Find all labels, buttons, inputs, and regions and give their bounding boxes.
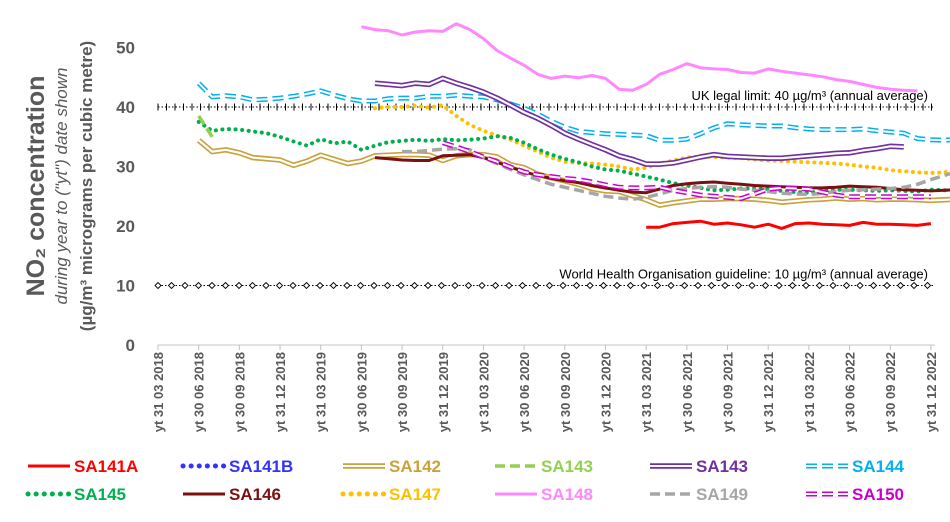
x-tick-label: yt 30 09 2019 xyxy=(395,352,410,432)
series-line xyxy=(442,141,931,200)
legend-label: SA147 xyxy=(389,485,441,504)
legend-label: SA149 xyxy=(696,485,748,504)
legend-item-sa141b-1: SA141B xyxy=(180,457,293,476)
x-tick-label: yt 31 03 2018 xyxy=(151,352,166,432)
x-tick-label: yt 31 03 2021 xyxy=(639,352,654,432)
legend-item-sa143-4: SA143 xyxy=(650,457,748,476)
legend-item-sa149-10: SA149 xyxy=(650,485,748,504)
series-line xyxy=(374,77,904,166)
series-sa144-5 xyxy=(196,81,950,143)
series-line xyxy=(646,219,932,230)
legend-item-sa146-7: SA146 xyxy=(183,485,281,504)
legend-label: SA150 xyxy=(852,485,904,504)
series-sa142-2 xyxy=(196,138,950,208)
series-sa141a-0 xyxy=(646,219,932,230)
y-axis-title-sub: during year to ("yt") date shown xyxy=(52,68,71,305)
y-tick-label: 0 xyxy=(126,336,135,355)
legend-label: SA143 xyxy=(696,457,748,476)
legend-item-sa145-6: SA145 xyxy=(25,485,126,504)
legend-item-sa143-3: SA143 xyxy=(495,457,593,476)
who-guideline-line: World Health Organisation guideline: 10 … xyxy=(154,267,935,290)
legend-label: SA141B xyxy=(229,457,293,476)
x-tick-label: yt 31 12 2018 xyxy=(273,352,288,432)
series-line xyxy=(197,82,950,142)
x-tick-label: yt 30 09 2021 xyxy=(721,352,736,432)
y-axis-title-main: NO₂ concentration xyxy=(22,76,50,297)
y-tick-label: 20 xyxy=(116,217,135,236)
y-axis-ticks: 0 10 20 30 40 50 xyxy=(116,39,135,356)
x-tick-label: yt 31 12 2019 xyxy=(436,352,451,432)
series-layer xyxy=(196,22,950,230)
legend-label: SA143 xyxy=(541,457,593,476)
series-line xyxy=(196,119,950,195)
y-tick-label: 40 xyxy=(116,98,135,117)
x-tick-label: yt 31 03 2020 xyxy=(476,352,491,432)
x-tick-label: yt 31 12 2021 xyxy=(761,352,776,432)
x-tick-label: yt 30 06 2020 xyxy=(517,352,532,432)
x-tick-label: yt 31 03 2022 xyxy=(802,352,817,432)
x-tick-label: yt 30 09 2022 xyxy=(883,352,898,432)
legend-item-sa147-8: SA147 xyxy=(340,485,441,504)
who-guideline-label: World Health Organisation guideline: 10 … xyxy=(559,267,928,282)
x-tick-label: yt 30 09 2020 xyxy=(558,352,573,432)
x-tick-label: yt 30 06 2021 xyxy=(680,352,695,432)
x-tick-label: yt 31 03 2019 xyxy=(314,352,329,432)
legend-item-sa150-11: SA150 xyxy=(806,485,904,504)
reference-lines: UK legal limit: 40 µg/m³ (annual average… xyxy=(154,88,935,290)
series-sa147-8 xyxy=(373,103,950,175)
legend-label: SA142 xyxy=(389,457,441,476)
y-axis-title-units: (µg/m³ micrograms per cubic metre) xyxy=(77,41,96,331)
series-line xyxy=(361,22,918,93)
series-line xyxy=(373,103,950,175)
x-tick-label: yt 31 12 2022 xyxy=(924,352,939,432)
legend-label: SA148 xyxy=(541,485,593,504)
uk-legal-limit-label: UK legal limit: 40 µg/m³ (annual average… xyxy=(691,88,928,103)
legend-item-sa148-9: SA148 xyxy=(495,485,593,504)
legend-item-sa141a-0: SA141A xyxy=(28,457,138,476)
x-axis: yt 31 03 2018 yt 30 06 2018 yt 30 09 2018 y… xyxy=(151,344,939,432)
x-tick-label: yt 30 06 2022 xyxy=(843,352,858,432)
series-sa145-6 xyxy=(196,119,950,195)
series-sa143-4 xyxy=(374,75,904,167)
y-tick-label: 30 xyxy=(116,158,135,177)
x-tick-label: yt 31 12 2020 xyxy=(598,352,613,432)
series-sa148-9 xyxy=(361,22,918,93)
series-line xyxy=(197,139,950,207)
legend-label: SA146 xyxy=(229,485,281,504)
x-tick-label: yt 30 09 2018 xyxy=(232,352,247,432)
legend-item-sa142-2: SA142 xyxy=(343,457,441,476)
legend: SA141A SA141B SA142 SA143 SA143 SA144 SA145 SA1… xyxy=(25,457,905,504)
y-tick-label: 50 xyxy=(116,39,135,58)
legend-label: SA144 xyxy=(852,457,905,476)
x-tick-label: yt 30 06 2019 xyxy=(354,352,369,432)
uk-legal-limit-line: UK legal limit: 40 µg/m³ (annual average… xyxy=(157,88,935,111)
legend-label: SA145 xyxy=(74,485,126,504)
x-tick-label: yt 30 06 2018 xyxy=(192,352,207,432)
legend-item-sa144-5: SA144 xyxy=(806,457,905,476)
series-sa143-3 xyxy=(197,114,214,138)
series-line xyxy=(197,114,214,138)
series-sa150-11 xyxy=(442,140,931,202)
legend-label: SA141A xyxy=(74,457,138,476)
y-tick-label: 10 xyxy=(116,277,135,296)
